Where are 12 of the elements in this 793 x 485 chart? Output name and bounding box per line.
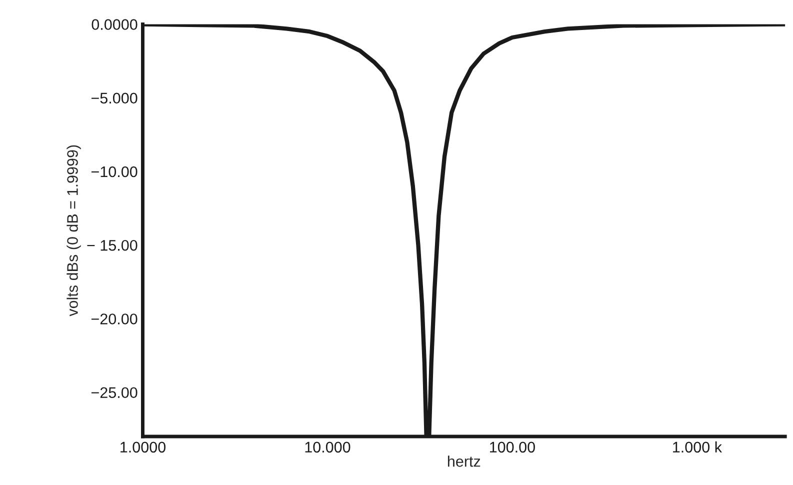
x-tick-label: 1.000 k — [673, 441, 722, 453]
y-tick-label: −25.00 — [91, 387, 138, 398]
x-tick-label: 100.00 — [490, 442, 535, 453]
x-tick-label: 10.000 — [305, 442, 350, 453]
x-tick-label: 1.0000 — [120, 442, 166, 453]
y-tick-label: 0.0000 — [92, 19, 138, 30]
y-tick-label: −20.00 — [91, 314, 138, 324]
y-tick-label: −5.000 — [91, 92, 138, 104]
y-tick-label: −10.00 — [91, 166, 138, 178]
x-axis-title: hertz — [448, 456, 480, 467]
y-tick-label: − 15.00 — [87, 240, 138, 251]
y-axis-title: volts dBs (0 dB = 1.9999) — [66, 145, 81, 316]
